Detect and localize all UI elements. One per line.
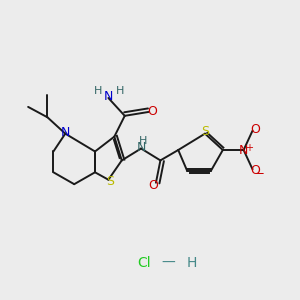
Text: −: − xyxy=(255,167,265,180)
Text: H: H xyxy=(138,136,147,146)
Text: N: N xyxy=(136,140,146,154)
Text: S: S xyxy=(201,125,209,138)
Text: H: H xyxy=(186,256,197,270)
Text: H: H xyxy=(94,86,102,96)
Text: —: — xyxy=(161,256,175,270)
Text: N: N xyxy=(104,90,113,103)
Text: Cl: Cl xyxy=(137,256,151,270)
Text: O: O xyxy=(250,164,260,177)
Text: N: N xyxy=(239,143,248,157)
Text: O: O xyxy=(147,105,157,118)
Text: S: S xyxy=(106,175,114,188)
Text: +: + xyxy=(245,142,253,153)
Text: N: N xyxy=(61,126,70,139)
Text: O: O xyxy=(148,178,158,192)
Text: O: O xyxy=(250,123,260,136)
Text: H: H xyxy=(116,86,124,96)
